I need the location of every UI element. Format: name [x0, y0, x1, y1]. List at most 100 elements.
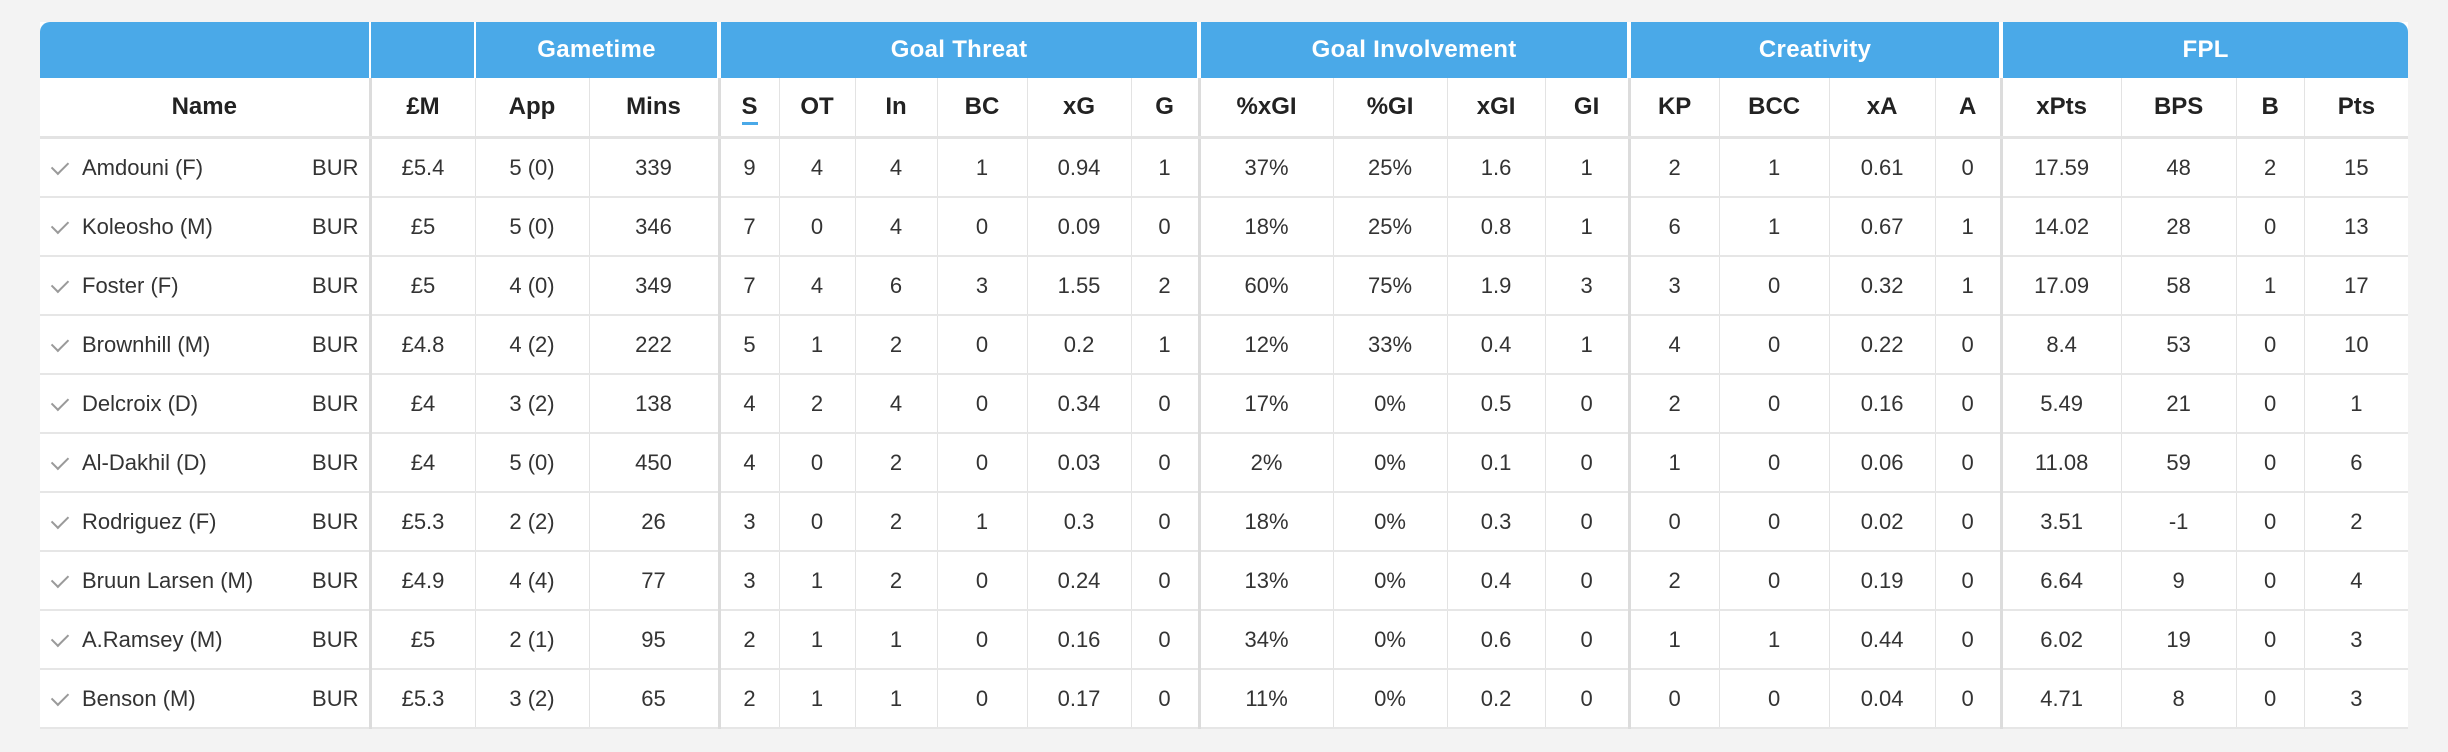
- cell-xg: 0.17: [1026, 669, 1132, 729]
- col-bcc[interactable]: BCC: [1718, 78, 1830, 139]
- cell-assists: 1: [1934, 256, 2002, 316]
- cell-pct-gi: 0%: [1332, 669, 1448, 729]
- cell-points: 10: [2303, 315, 2409, 375]
- table-row[interactable]: Benson (M) BUR £5.3 3 (2) 65 2 1 1 0 0.17 0 11% 0% 0.…: [40, 669, 2409, 729]
- cell-in-box: 1: [854, 610, 938, 670]
- table-row[interactable]: Al-Dakhil (D) BUR £4 5 (0) 450 4 0 2 0 0.03 0 2% 0% 0…: [40, 433, 2409, 493]
- checkmark-icon[interactable]: [50, 215, 70, 234]
- col-pct-gi[interactable]: %GI: [1332, 78, 1448, 139]
- cell-shots: 4: [717, 374, 780, 434]
- cell-xa: 0.61: [1828, 137, 1936, 198]
- cell-player[interactable]: A.Ramsey (M) BUR: [40, 610, 370, 670]
- checkmark-icon[interactable]: [50, 569, 70, 588]
- table-row[interactable]: Rodriguez (F) BUR £5.3 2 (2) 26 3 0 2 1 0.3 0 18% 0%…: [40, 492, 2409, 552]
- cell-player[interactable]: Delcroix (D) BUR: [40, 374, 370, 434]
- col-bonus[interactable]: B: [2235, 78, 2305, 139]
- team-code: BUR: [312, 626, 359, 652]
- col-assists[interactable]: A: [1934, 78, 2002, 139]
- cell-bcc: 1: [1718, 137, 1830, 198]
- cell-in-box: 2: [854, 551, 938, 611]
- cell-pct-xgi: 13%: [1197, 551, 1334, 611]
- cell-bcc: 0: [1718, 374, 1830, 434]
- col-bps[interactable]: BPS: [2120, 78, 2237, 139]
- cell-player[interactable]: Benson (M) BUR: [40, 669, 370, 729]
- col-goals[interactable]: G: [1130, 78, 1200, 139]
- cell-pct-xgi: 18%: [1197, 492, 1334, 552]
- col-price[interactable]: £M: [368, 78, 475, 139]
- cell-bonus: 0: [2235, 374, 2305, 434]
- checkmark-icon[interactable]: [50, 392, 70, 411]
- cell-xg: 0.03: [1026, 433, 1132, 493]
- col-mins[interactable]: Mins: [588, 78, 720, 139]
- cell-bonus: 0: [2235, 492, 2305, 552]
- col-app[interactable]: App: [474, 78, 589, 139]
- cell-player[interactable]: Amdouni (F) BUR: [40, 137, 370, 198]
- player-name[interactable]: Bruun Larsen (M): [82, 567, 254, 593]
- table-row[interactable]: Foster (F) BUR £5 4 (0) 349 7 4 6 3 1.55 2 60% 75% 1.…: [40, 256, 2409, 316]
- col-shots[interactable]: S: [717, 78, 780, 139]
- cell-shots: 7: [717, 197, 780, 257]
- checkmark-icon[interactable]: [50, 628, 70, 647]
- cell-bps: -1: [2120, 492, 2237, 552]
- cell-big-chances: 1: [936, 137, 1028, 198]
- col-gi[interactable]: GI: [1544, 78, 1630, 139]
- cell-points: 1: [2303, 374, 2409, 434]
- cell-on-target: 1: [778, 669, 856, 729]
- table-row[interactable]: Koleosho (M) BUR £5 5 (0) 346 7 0 4 0 0.09 0 18% 25%…: [40, 197, 2409, 257]
- checkmark-icon[interactable]: [50, 156, 70, 175]
- cell-pct-gi: 25%: [1332, 197, 1448, 257]
- player-name[interactable]: Al-Dakhil (D): [82, 449, 207, 475]
- table-row[interactable]: Brownhill (M) BUR £4.8 4 (2) 222 5 1 2 0 0.2 1 12% 3…: [40, 315, 2409, 375]
- cell-player[interactable]: Bruun Larsen (M) BUR: [40, 551, 370, 611]
- col-xgi[interactable]: xGI: [1446, 78, 1546, 139]
- checkmark-icon[interactable]: [50, 333, 70, 352]
- player-name[interactable]: Rodriguez (F): [82, 508, 217, 534]
- team-code: BUR: [312, 508, 359, 534]
- col-xa[interactable]: xA: [1828, 78, 1936, 139]
- cell-player[interactable]: Koleosho (M) BUR: [40, 197, 370, 257]
- cell-player[interactable]: Rodriguez (F) BUR: [40, 492, 370, 552]
- checkmark-icon[interactable]: [50, 451, 70, 470]
- col-name[interactable]: Name: [40, 78, 370, 139]
- col-xg[interactable]: xG: [1026, 78, 1132, 139]
- col-points[interactable]: Pts: [2303, 78, 2409, 139]
- table-row[interactable]: Amdouni (F) BUR £5.4 5 (0) 339 9 4 4 1 0.94 1 37% 25…: [40, 137, 2409, 198]
- col-on-target[interactable]: OT: [778, 78, 856, 139]
- cell-mins: 77: [588, 551, 720, 611]
- cell-xpts: 4.71: [1999, 669, 2122, 729]
- team-code: BUR: [312, 567, 359, 593]
- cell-player[interactable]: Foster (F) BUR: [40, 256, 370, 316]
- player-name[interactable]: Foster (F): [82, 272, 179, 298]
- checkmark-icon[interactable]: [50, 687, 70, 706]
- cell-on-target: 1: [778, 610, 856, 670]
- table-row[interactable]: A.Ramsey (M) BUR £5 2 (1) 95 2 1 1 0 0.16 0 34% 0% 0.…: [40, 610, 2409, 670]
- cell-xpts: 11.08: [1999, 433, 2122, 493]
- cell-player[interactable]: Brownhill (M) BUR: [40, 315, 370, 375]
- cell-goals: 0: [1130, 551, 1200, 611]
- checkmark-icon[interactable]: [50, 510, 70, 529]
- col-in-box[interactable]: In: [854, 78, 938, 139]
- cell-big-chances: 0: [936, 197, 1028, 257]
- table-row[interactable]: Bruun Larsen (M) BUR £4.9 4 (4) 77 3 1 2 0 0.24 0 1…: [40, 551, 2409, 611]
- table-row[interactable]: Delcroix (D) BUR £4 3 (2) 138 4 2 4 0 0.34 0 17% 0% 0…: [40, 374, 2409, 434]
- column-header-row: Name £M App Mins S OT In BC xG G %xGI %G…: [40, 78, 2409, 139]
- player-name[interactable]: Koleosho (M): [82, 213, 213, 239]
- checkmark-icon[interactable]: [50, 274, 70, 293]
- cell-xgi: 0.6: [1446, 610, 1546, 670]
- cell-bcc: 0: [1718, 492, 1830, 552]
- player-name[interactable]: A.Ramsey (M): [82, 626, 223, 652]
- player-name[interactable]: Amdouni (F): [82, 154, 204, 180]
- player-name[interactable]: Benson (M): [82, 685, 196, 711]
- col-pct-xgi[interactable]: %xGI: [1197, 78, 1334, 139]
- group-gametime: Gametime: [473, 22, 720, 78]
- col-big-chances[interactable]: BC: [936, 78, 1028, 139]
- player-name[interactable]: Brownhill (M): [82, 331, 211, 357]
- col-key-passes[interactable]: KP: [1627, 78, 1720, 139]
- group-goal-threat: Goal Threat: [717, 22, 1200, 78]
- group-goal-involvement: Goal Involvement: [1197, 22, 1630, 78]
- cell-player[interactable]: Al-Dakhil (D) BUR: [40, 433, 370, 493]
- col-xpts[interactable]: xPts: [1999, 78, 2122, 139]
- cell-goals: 0: [1130, 610, 1200, 670]
- cell-mins: 65: [588, 669, 720, 729]
- player-name[interactable]: Delcroix (D): [82, 390, 199, 416]
